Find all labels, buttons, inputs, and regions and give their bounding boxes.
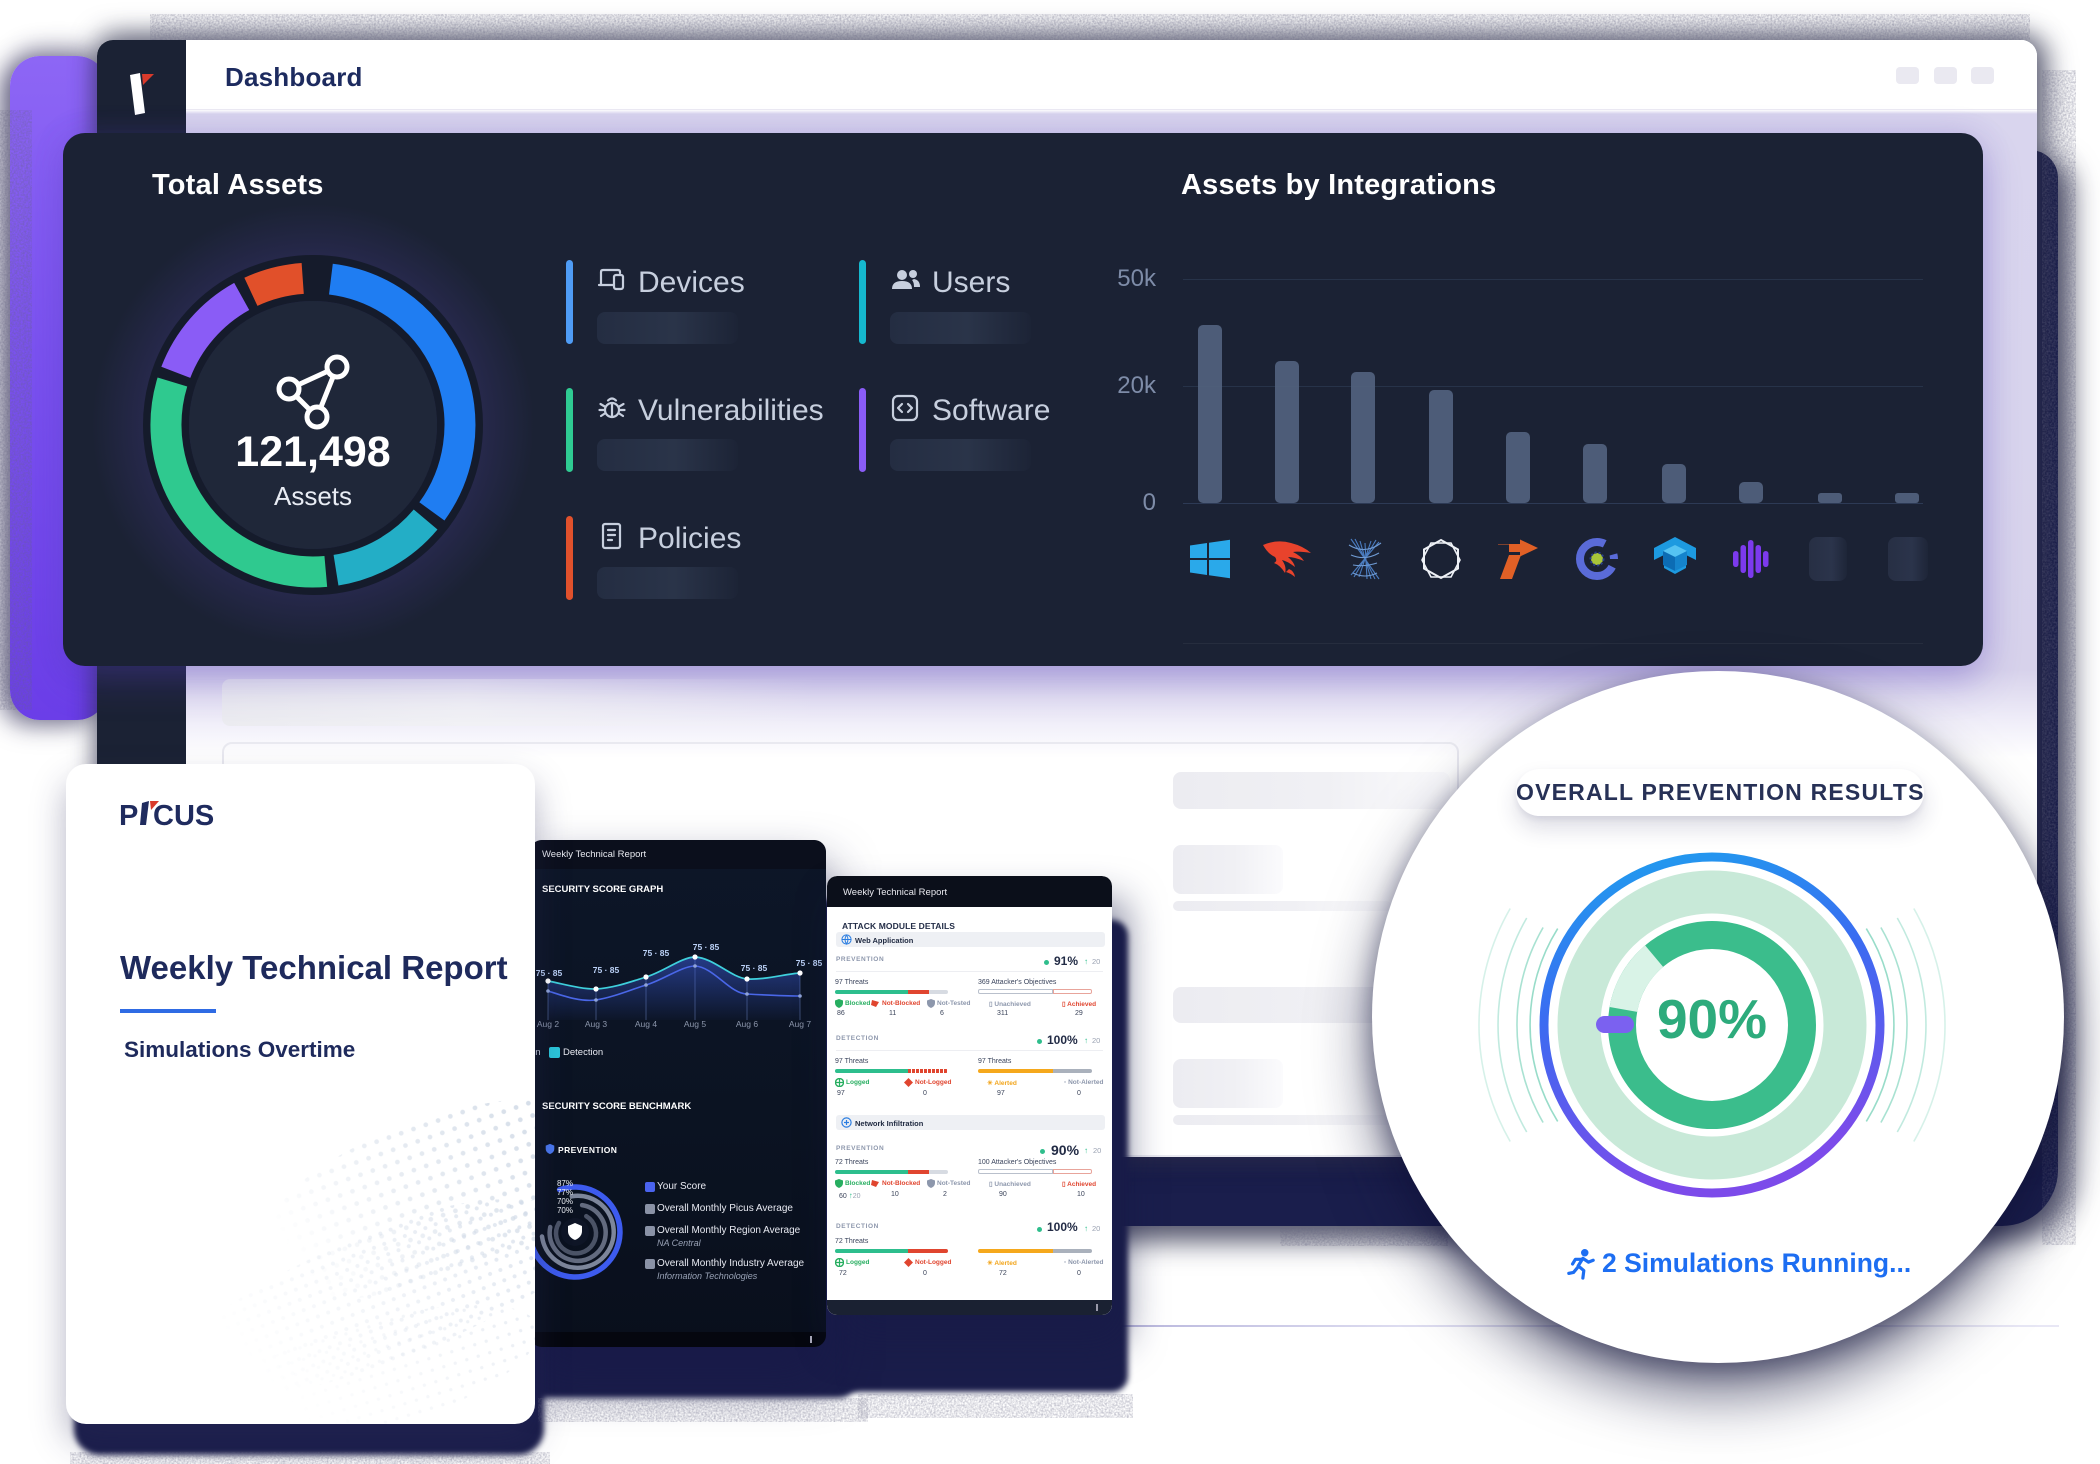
svg-text:CUS: CUS [153, 800, 214, 832]
svg-text:P: P [119, 800, 138, 832]
